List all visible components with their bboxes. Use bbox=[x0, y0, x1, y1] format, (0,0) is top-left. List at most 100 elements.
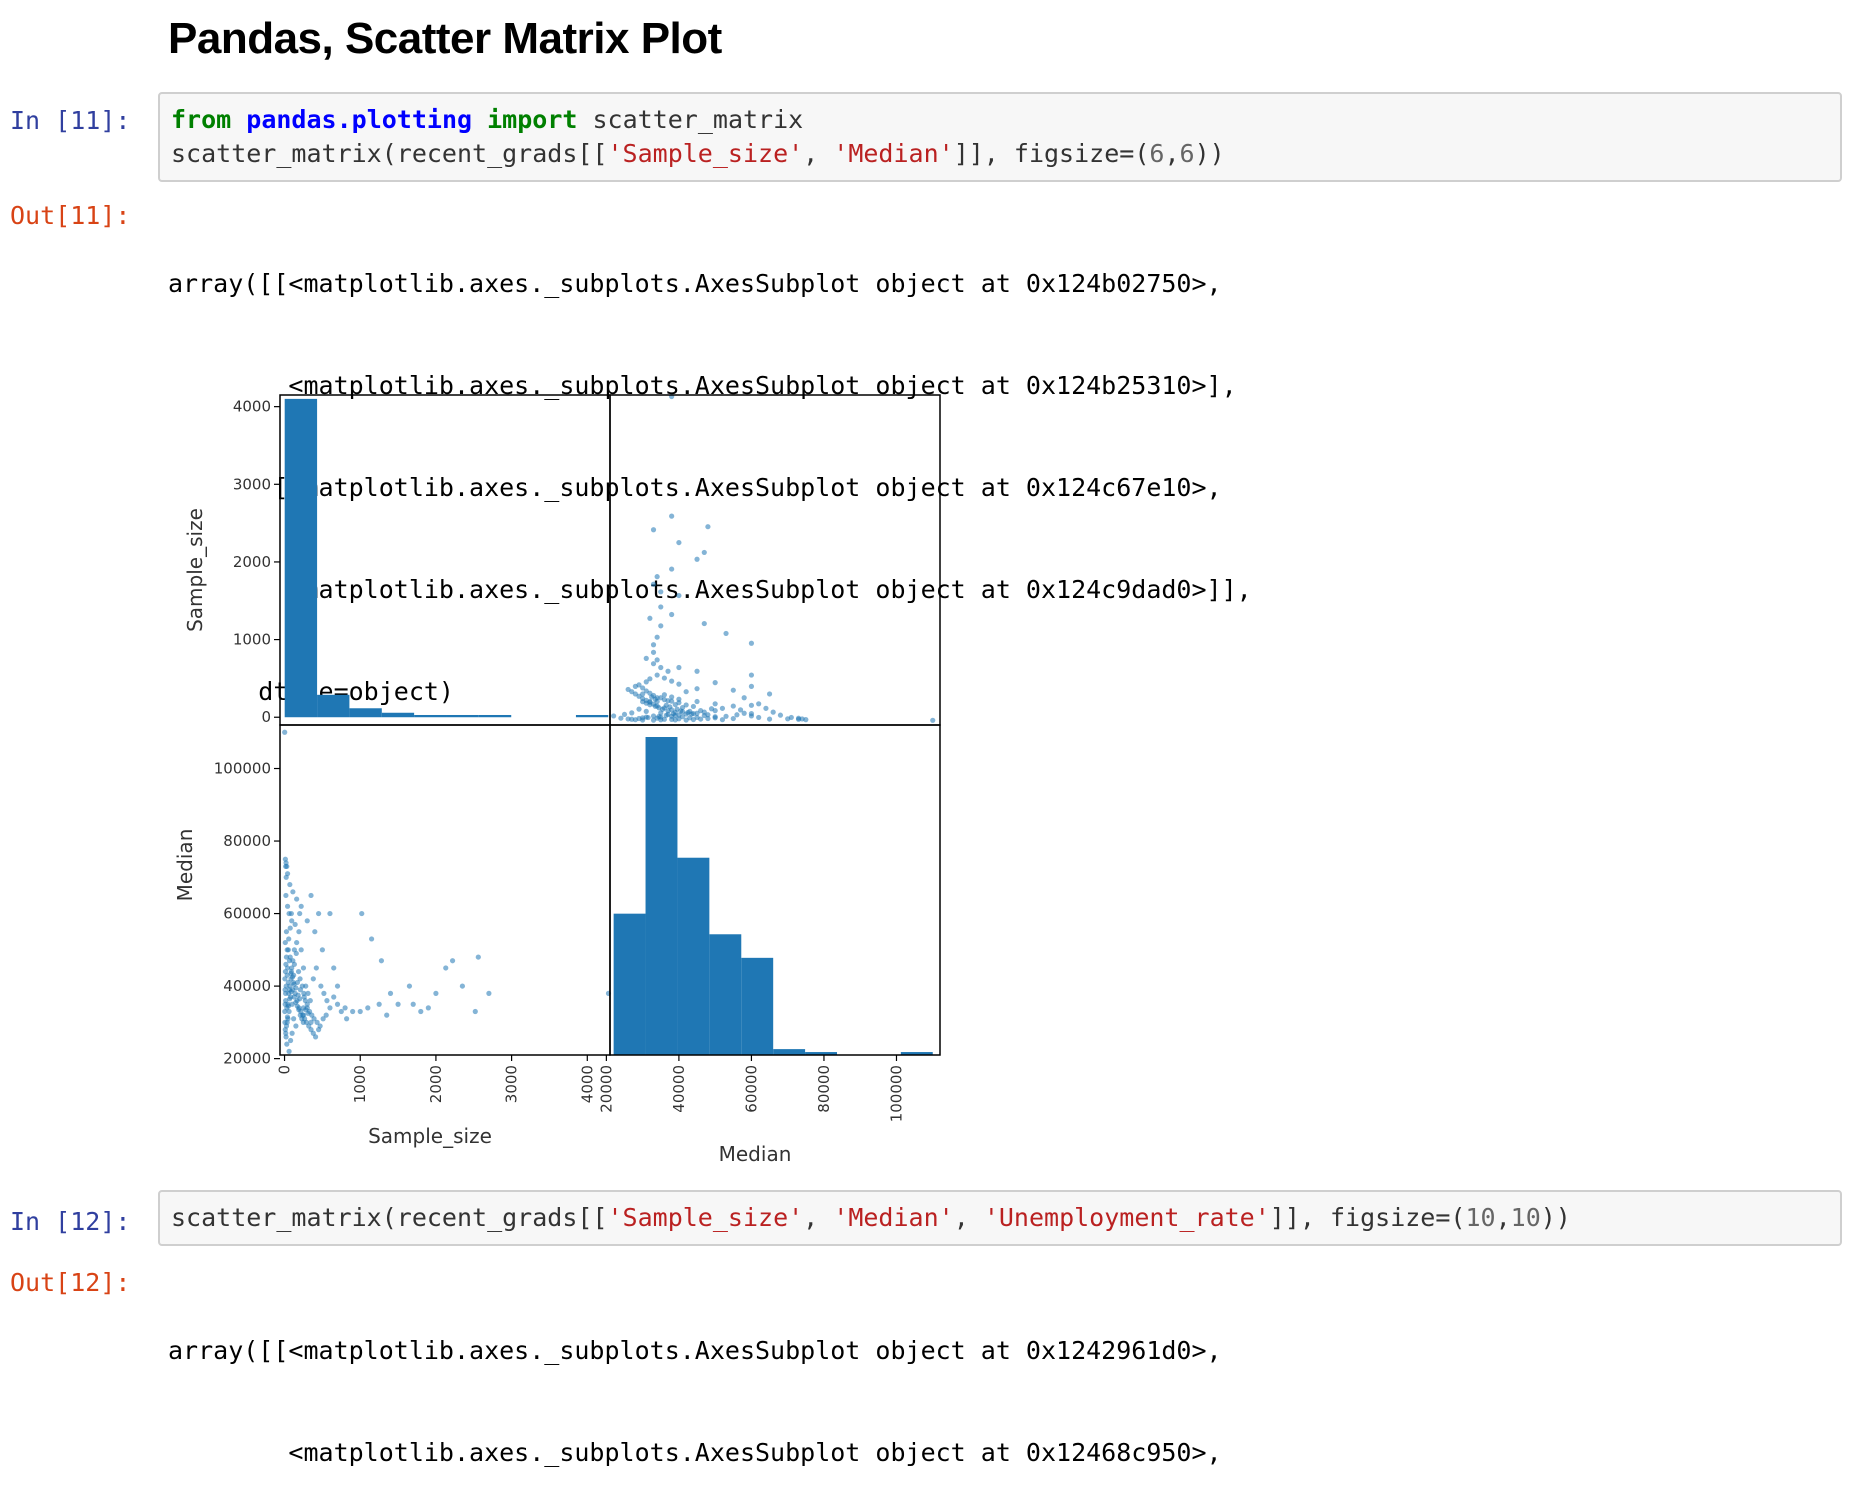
scatter-point bbox=[317, 1023, 323, 1029]
scatter-point bbox=[669, 678, 675, 684]
scatter-point bbox=[287, 996, 293, 1002]
histogram-bar bbox=[613, 913, 646, 1055]
scatter-point bbox=[650, 717, 657, 723]
scatter-point bbox=[650, 661, 657, 667]
scatter-point bbox=[650, 581, 657, 587]
y-tick-label: 20000 bbox=[223, 1050, 271, 1068]
code-line: scatter_matrix(recent_grads[['Sample_siz… bbox=[171, 137, 1830, 171]
x-tick-label: 0 bbox=[276, 1065, 294, 1075]
x-tick-label: 40000 bbox=[670, 1065, 688, 1113]
code-token: 'Median' bbox=[833, 1203, 954, 1232]
scatter-point bbox=[318, 983, 324, 989]
scatter-point bbox=[283, 961, 289, 967]
code-token: , bbox=[803, 139, 834, 168]
x-tick-label: 2000 bbox=[427, 1065, 445, 1103]
code-token: scatter_matrix(recent_grads[[ bbox=[171, 1203, 608, 1232]
scatter-point bbox=[296, 929, 302, 935]
scatter-point bbox=[723, 713, 729, 719]
scatter-point bbox=[300, 965, 307, 971]
y-tick-label: 0 bbox=[261, 708, 271, 726]
scatter-point bbox=[656, 713, 662, 720]
y-tick-label: 40000 bbox=[223, 977, 271, 995]
y-tick-label: 100000 bbox=[214, 760, 271, 778]
scatter-point bbox=[410, 1001, 416, 1007]
scatter-point bbox=[645, 714, 651, 721]
scatter-point bbox=[297, 910, 303, 917]
code-token bbox=[472, 105, 487, 134]
code-cell-12[interactable]: scatter_matrix(recent_grads[['Sample_siz… bbox=[158, 1190, 1842, 1246]
scatter-point bbox=[654, 634, 660, 640]
output-line: [<matplotlib.axes._subplots.AxesSubplot … bbox=[168, 473, 1222, 502]
scatter-point bbox=[678, 708, 684, 714]
scatter-point bbox=[359, 910, 365, 917]
code-token: scatter_matrix bbox=[577, 105, 804, 134]
scatter-point bbox=[472, 1008, 478, 1015]
scatter-point bbox=[676, 592, 682, 599]
scatter-point bbox=[654, 657, 660, 663]
scatter-point bbox=[636, 715, 642, 722]
scatter-point bbox=[667, 704, 673, 710]
scatter-point bbox=[324, 998, 330, 1004]
scatter-point bbox=[694, 698, 700, 705]
histogram-bar bbox=[805, 1052, 838, 1055]
scatter-point bbox=[284, 972, 290, 978]
code-token: )) bbox=[1540, 1203, 1571, 1232]
in-prompt-11: In [11]: bbox=[10, 106, 131, 135]
code-token: pandas.plotting bbox=[246, 105, 473, 134]
scatter-point bbox=[640, 699, 646, 705]
scatter-point bbox=[658, 589, 664, 595]
scatter-point bbox=[650, 649, 657, 655]
histogram-bar bbox=[317, 694, 350, 718]
scatter-point bbox=[763, 705, 769, 711]
y-tick-label: 80000 bbox=[223, 832, 271, 850]
x-axis-label: Sample_size bbox=[368, 1124, 492, 1148]
scatter-point bbox=[708, 706, 715, 712]
scatter-point bbox=[694, 686, 700, 692]
histogram-bar bbox=[575, 714, 609, 718]
scatter-point bbox=[289, 918, 295, 924]
scatter-point bbox=[283, 1023, 290, 1029]
scatter-point bbox=[323, 1012, 329, 1018]
scatter-point bbox=[327, 1005, 333, 1011]
scatter-point bbox=[618, 715, 624, 721]
scatter-point bbox=[705, 715, 711, 722]
scatter-point bbox=[406, 983, 413, 989]
scatter-point bbox=[683, 702, 689, 708]
scatter-point bbox=[777, 712, 784, 718]
subplot-frame bbox=[279, 394, 611, 726]
scatter-point bbox=[676, 539, 682, 546]
scatter-point bbox=[611, 713, 617, 719]
out-prompt-11: Out[11]: bbox=[10, 201, 131, 230]
x-tick-label: 1000 bbox=[351, 1065, 369, 1103]
scatter-point bbox=[669, 694, 675, 700]
scatter-point bbox=[712, 680, 718, 686]
scatter-point bbox=[694, 556, 700, 562]
scatter-point bbox=[930, 717, 936, 723]
scatter-point bbox=[676, 681, 682, 687]
scatter-point bbox=[302, 998, 308, 1004]
code-token: import bbox=[487, 105, 578, 134]
scatter-point bbox=[665, 668, 671, 674]
scatter-point bbox=[287, 925, 293, 931]
scatter-point bbox=[676, 716, 682, 722]
y-tick-label: 60000 bbox=[223, 905, 271, 923]
scatter-point bbox=[311, 1016, 317, 1022]
scatter-point bbox=[730, 687, 736, 693]
scatter-point bbox=[621, 711, 628, 718]
scatter-point bbox=[368, 936, 375, 942]
histogram-bar bbox=[478, 714, 512, 718]
scatter-point bbox=[314, 1019, 320, 1025]
scatter-point bbox=[669, 513, 675, 519]
scatter-point bbox=[486, 990, 492, 996]
scatter-point bbox=[676, 664, 682, 671]
output-line: <matplotlib.axes._subplots.AxesSubplot o… bbox=[168, 1438, 1222, 1467]
y-tick-label: 3000 bbox=[233, 475, 271, 493]
scatter-point bbox=[294, 896, 300, 902]
subplot-frame bbox=[609, 724, 941, 1056]
scatter-point bbox=[334, 1001, 341, 1007]
code-cell-11[interactable]: from pandas.plotting import scatter_matr… bbox=[158, 92, 1842, 182]
scatter-point bbox=[650, 642, 657, 648]
scatter-point bbox=[701, 712, 707, 719]
code-token: 'Unemployment_rate' bbox=[983, 1203, 1270, 1232]
scatter-point bbox=[319, 947, 325, 953]
